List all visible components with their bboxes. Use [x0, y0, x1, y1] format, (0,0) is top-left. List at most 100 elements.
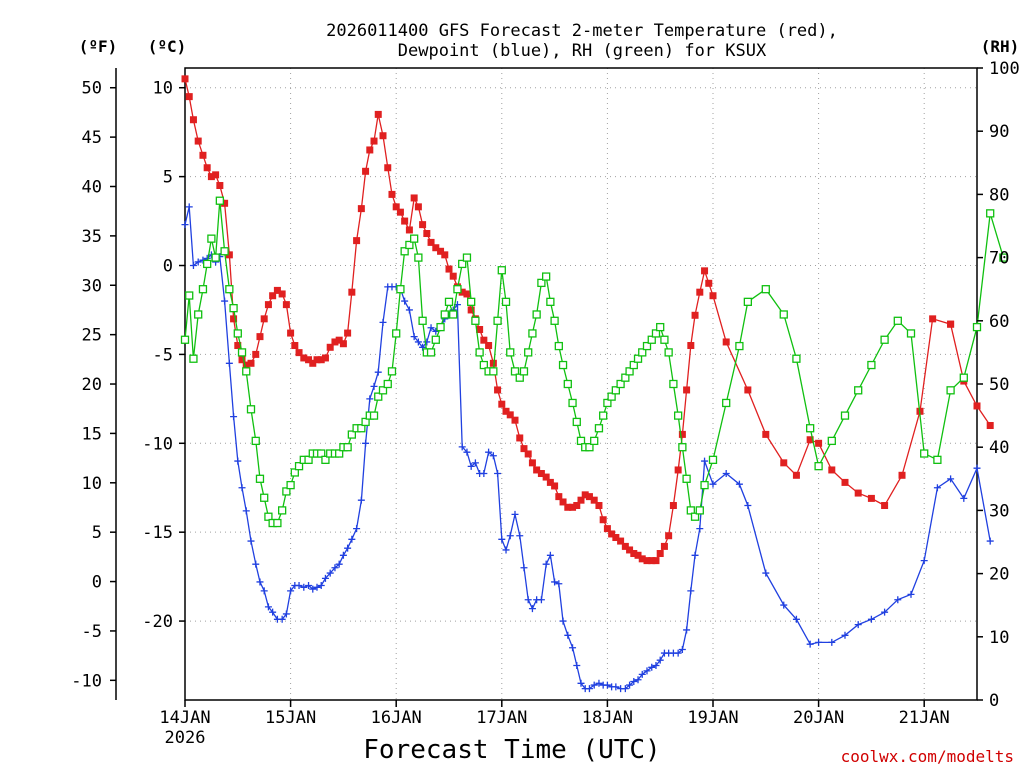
data-point: [700, 480, 709, 490]
data-point: [479, 360, 488, 370]
data-point: [682, 474, 691, 483]
data-point: [476, 326, 484, 334]
data-point: [405, 240, 414, 250]
data-point: [260, 493, 269, 502]
data-point: [572, 417, 581, 427]
data-point: [185, 93, 193, 101]
data-point: [656, 550, 664, 558]
series-2-meter-temperature: [181, 75, 994, 565]
data-point: [278, 290, 286, 298]
data-point: [709, 480, 717, 488]
data-point: [744, 386, 752, 394]
data-point: [542, 272, 551, 281]
data-point: [313, 583, 321, 591]
data-point: [651, 329, 661, 338]
celsius-tick-label: 0: [163, 257, 173, 277]
data-point: [590, 436, 599, 446]
data-point: [366, 395, 374, 403]
data-point: [436, 322, 445, 332]
data-point: [449, 310, 458, 319]
data-point: [401, 297, 409, 305]
data-point: [212, 171, 220, 179]
data-point: [907, 590, 915, 598]
data-point: [180, 335, 190, 344]
data-point: [683, 626, 691, 634]
data-point: [252, 560, 260, 568]
data-point: [814, 462, 823, 471]
data-point: [321, 455, 330, 464]
data-point: [652, 557, 660, 565]
data-point: [585, 493, 593, 501]
data-point: [690, 512, 700, 521]
data-point: [247, 537, 255, 545]
data-point: [959, 373, 968, 382]
data-point: [410, 234, 419, 243]
data-point: [348, 535, 356, 543]
data-point: [432, 327, 440, 335]
data-point: [216, 182, 224, 190]
data-point: [264, 301, 272, 309]
data-point: [238, 356, 246, 364]
data-point: [304, 455, 313, 464]
data-point: [414, 338, 422, 346]
data-point: [568, 398, 577, 408]
data-point: [414, 203, 422, 211]
celsius-tick-label: -15: [142, 523, 173, 543]
x-tick-label: 15JAN: [265, 708, 316, 728]
data-point: [290, 468, 299, 477]
data-point: [691, 311, 699, 319]
data-point: [207, 234, 216, 243]
data-point: [347, 430, 356, 439]
data-point: [854, 386, 863, 395]
data-point: [960, 494, 968, 502]
data-point: [920, 449, 929, 458]
data-point: [242, 507, 250, 515]
data-point: [519, 367, 529, 376]
data-point: [189, 116, 197, 124]
x-axis-title: Forecast Time (UTC): [363, 735, 660, 765]
x-tick-label: 18JAN: [582, 708, 633, 728]
data-point: [687, 587, 695, 595]
data-point: [792, 354, 801, 363]
data-point: [792, 615, 800, 623]
rh-tick-label: 10: [989, 628, 1009, 648]
celsius-tick-label: -10: [142, 434, 173, 454]
chart-title-line2: Dewpoint (blue), RH (green) for KSUX: [398, 41, 767, 61]
data-point: [225, 359, 233, 367]
data-point: [841, 478, 849, 486]
data-point: [524, 348, 533, 357]
data-point: [599, 516, 607, 524]
data-point: [273, 286, 281, 294]
data-point: [246, 405, 256, 414]
data-point: [674, 649, 682, 657]
data-point: [537, 596, 545, 604]
data-point: [305, 356, 313, 364]
rh-tick-label: 100: [989, 59, 1020, 79]
data-point: [696, 525, 704, 533]
data-point: [585, 443, 594, 452]
rh-tick-label: 60: [989, 312, 1009, 332]
data-point: [313, 356, 321, 364]
data-point: [735, 341, 744, 351]
data-point: [678, 646, 686, 654]
data-point: [383, 379, 392, 389]
data-point: [230, 315, 238, 323]
data-point: [480, 336, 488, 344]
data-point: [467, 462, 475, 470]
data-point: [660, 335, 669, 344]
data-point: [947, 475, 955, 483]
fahrenheit-tick-label: 50: [82, 79, 102, 99]
data-point: [255, 474, 265, 483]
data-point: [573, 502, 581, 510]
data-point: [664, 348, 673, 357]
data-point: [986, 422, 994, 430]
data-point: [986, 209, 995, 218]
data-point: [300, 583, 308, 591]
credit-link[interactable]: coolwx.com/modelts: [841, 747, 1014, 766]
data-point: [603, 681, 611, 689]
data-point: [638, 555, 646, 563]
data-point: [471, 316, 480, 325]
data-point: [743, 297, 752, 306]
data-point: [370, 382, 378, 390]
data-point: [686, 506, 695, 515]
